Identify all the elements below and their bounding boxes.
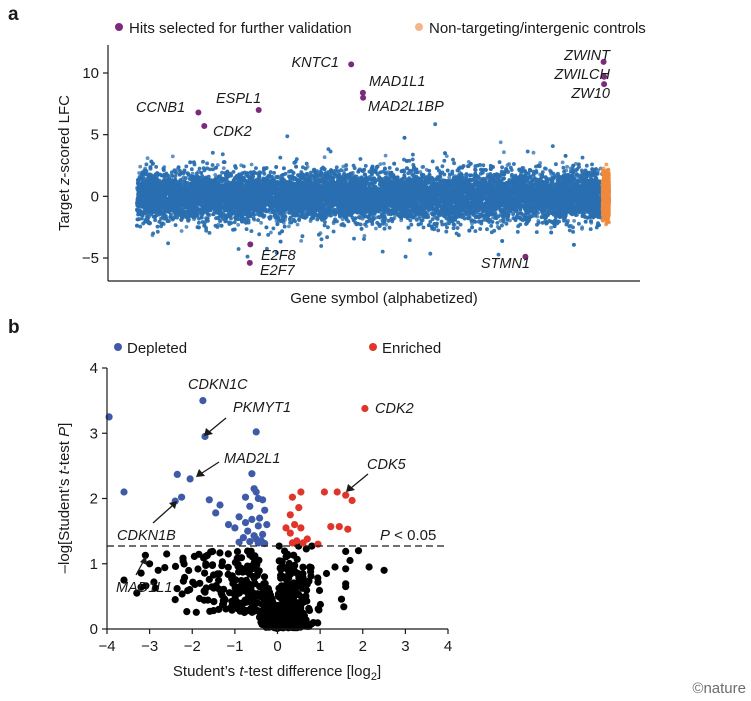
gene-point (249, 162, 254, 167)
gene-point (560, 160, 565, 165)
gene-point (221, 166, 226, 171)
gene-point (179, 229, 184, 233)
panel-a-background-points (135, 122, 605, 259)
gene-point (382, 161, 386, 166)
gene-point (572, 219, 576, 223)
panel-a-plot-area: CCNB1CDK2ESPL1E2F8E2F7KNTC1MAD1L1MAD2L1B… (135, 48, 611, 279)
gene-point (322, 155, 327, 160)
gene-point (287, 224, 291, 229)
gene-point (145, 156, 150, 161)
panel-a: a Hits selected for further validation N… (8, 4, 646, 307)
gene-point (498, 140, 503, 145)
gene-point (170, 154, 175, 159)
legend-a-label-controls: Non-targeting/intergenic controls (429, 20, 646, 37)
gene-point (378, 162, 383, 167)
gene-point (531, 150, 536, 155)
gene-point (502, 150, 506, 155)
gene-point (383, 153, 388, 158)
gene-point (259, 221, 263, 225)
gene-point (374, 226, 378, 231)
gene-point (215, 163, 220, 167)
gene-point (299, 239, 304, 243)
gene-point (421, 165, 426, 169)
gene-point (236, 223, 241, 227)
gene-point (505, 163, 510, 168)
gene-point (138, 164, 143, 169)
gene-point (213, 173, 218, 177)
gene-point (184, 225, 189, 229)
panel-a-legend: Hits selected for further validation Non… (115, 20, 646, 37)
panel-a-letter: a (8, 4, 19, 25)
legend-a-label-hits: Hits selected for further validation (129, 20, 352, 37)
gene-point (384, 222, 389, 227)
legend-a-swatch-controls (415, 23, 423, 31)
legend-a-swatch-hits (115, 23, 123, 31)
gene-point (549, 225, 553, 230)
gene-point (565, 164, 569, 169)
gene-point (341, 164, 346, 169)
gene-point (295, 222, 300, 227)
gene-point (362, 234, 367, 238)
gene-point (580, 227, 584, 231)
